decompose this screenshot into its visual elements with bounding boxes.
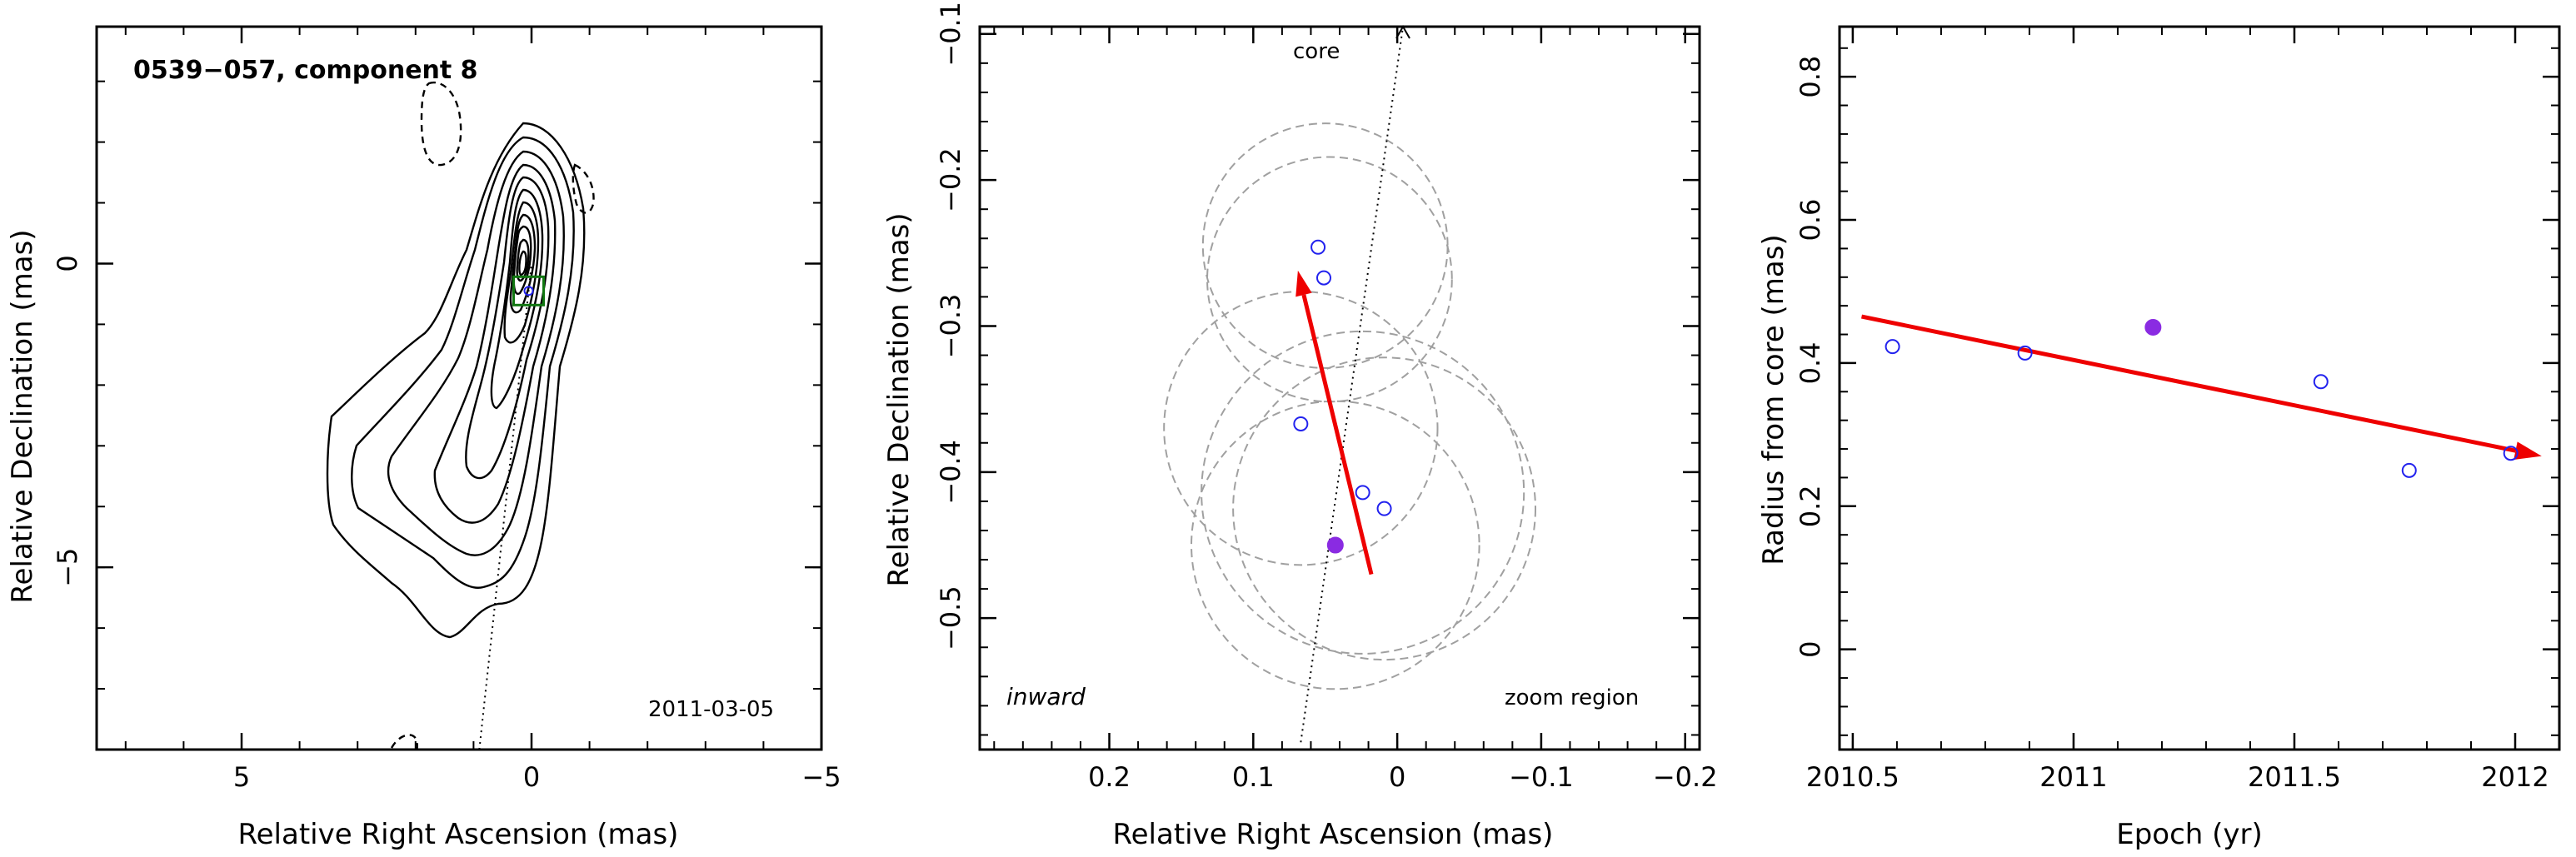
x-tick-label: 0 [1389,761,1405,793]
zoom-frame [978,25,1701,751]
zoom-point [1293,416,1309,431]
y-tick-label: 0 [52,255,83,272]
contour-level-1 [326,122,586,639]
zoom-point-current [1326,536,1344,554]
y-tick-label: 0.6 [1795,199,1826,242]
x-tick-label: 2012 [2481,761,2549,793]
y-tick-label: −5 [52,548,83,587]
zoom-xlabel: Relative Right Ascension (mas) [1113,818,1554,851]
axes-layer: 5 0 −5 0 −5 0.2 0.1 0 −0.1 −0.2 −0.1 −0.2 −0.3 −0.4 −0… [52,2,2561,793]
x-tick-label: 0.1 [1232,761,1275,793]
zoom-inward-label: inward [1006,683,1086,710]
zoom-uncertainty-circle [1201,330,1525,655]
radius-point [2017,345,2033,361]
contour-level-3 [387,150,565,556]
zoom-ylabel: Relative Declination (mas) [882,212,916,586]
x-tick-label: −0.2 [1653,761,1718,793]
radius-ylabel: Radius from core (mas) [1757,234,1790,565]
map-contours [326,81,595,753]
x-tick-label: 2011.5 [2248,761,2341,793]
x-tick-label: 0 [523,761,540,793]
radius-point [2401,462,2417,478]
zoom-uncertainty-circle [1232,356,1537,661]
zoom-core-label: core [1293,39,1340,64]
radius-fit-arrowhead [2514,441,2542,460]
map-ylabel: Relative Declination (mas) [6,229,39,603]
map-frame [95,25,823,751]
zoom-core-arrowhead [1395,24,1410,39]
contour-level-7 [503,201,540,344]
radius-point [2313,374,2329,390]
y-tick-label: −0.1 [935,2,966,67]
radius-point-current [2144,318,2162,336]
zoom-point [1315,270,1331,286]
zoom-uncertainty-circles [1163,122,1537,690]
negative-contour-corner [390,734,419,753]
zoom-motion-arrow [1301,294,1374,575]
contour-level-2 [351,136,575,589]
map-xlabel: Relative Right Ascension (mas) [238,818,679,851]
zoom-point [1310,239,1326,255]
y-tick-label: 0.8 [1795,56,1826,98]
x-tick-label: 0.2 [1088,761,1131,793]
radius-frame [1838,25,2561,751]
contour-level-8 [509,213,537,314]
radius-fit-line [1861,314,2516,453]
marks-layer [478,24,2542,750]
y-tick-label: 0 [1795,641,1826,658]
contour-level-4 [433,163,557,524]
radius-point [1885,339,1900,355]
x-tick-label: 2010.5 [1806,761,1900,793]
zoom-uncertainty-circle [1191,400,1480,690]
y-tick-label: −0.3 [935,294,966,359]
map-zoom-region-box [512,275,546,306]
panel-map [326,81,595,753]
y-tick-label: 0.2 [1795,485,1826,527]
x-tick-label: 2011 [2039,761,2107,793]
zoom-region-label: zoom region [1505,685,1639,710]
radius-point [2503,446,2519,461]
contour-level-10 [516,238,530,282]
map-date: 2011-03-05 [648,697,774,722]
x-tick-label: 5 [233,761,250,793]
contour-level-6 [490,188,544,410]
map-component-marker [523,286,534,296]
x-tick-label: −0.1 [1509,761,1574,793]
negative-contour-top [420,81,462,167]
negative-contour-right [572,163,595,214]
radius-xlabel: Epoch (yr) [2116,818,2263,851]
x-tick-label: −5 [801,761,841,793]
y-tick-label: −0.5 [935,585,966,650]
y-tick-label: −0.4 [935,440,966,505]
zoom-point [1355,485,1370,501]
zoom-core-direction-line [1300,26,1405,743]
y-tick-label: 0.4 [1795,341,1826,384]
contour-level-11 [518,250,527,277]
y-tick-label: −0.2 [935,147,966,212]
map-title: 0539−057, component 8 [133,56,478,85]
negative-contours [390,81,595,753]
panel-zoom [1163,122,1537,690]
contour-level-5 [465,176,550,480]
zoom-motion-arrowhead [1295,270,1312,297]
zoom-point [1376,501,1392,516]
